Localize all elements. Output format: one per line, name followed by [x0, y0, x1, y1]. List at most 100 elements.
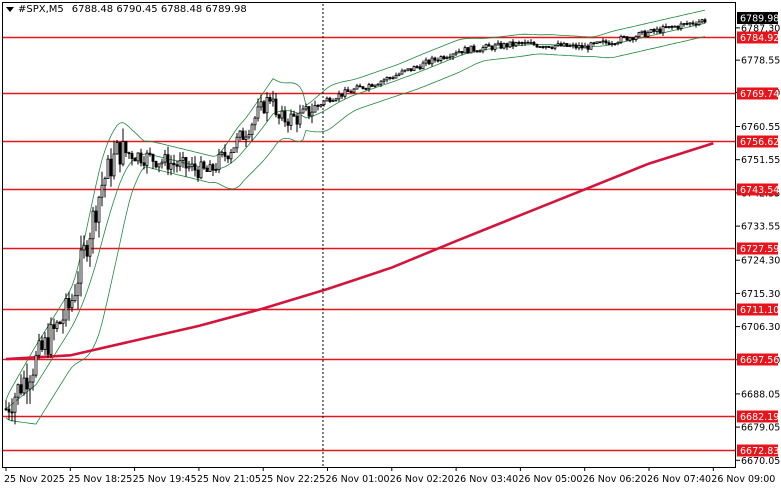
candle — [538, 46, 542, 48]
candle — [532, 40, 536, 46]
candle — [424, 57, 428, 67]
candle — [64, 293, 68, 327]
candle — [700, 18, 704, 24]
candle — [649, 28, 653, 33]
candle — [460, 51, 464, 56]
candle — [247, 129, 251, 140]
candle — [121, 128, 125, 167]
candle — [697, 19, 701, 26]
moving-average — [5, 142, 714, 361]
price-tick-label: 6688.05 — [741, 389, 780, 400]
candle — [451, 53, 455, 60]
candle — [667, 26, 671, 29]
level-price-label: 6743.54 — [740, 185, 779, 196]
candle — [127, 151, 131, 159]
candle — [208, 160, 212, 172]
candle — [622, 35, 626, 38]
candle — [664, 23, 668, 29]
time-tick-label: 26 Nov 09:00 — [711, 474, 775, 485]
candle — [88, 232, 92, 267]
candle — [487, 42, 491, 47]
candle — [106, 155, 110, 180]
price-tick-label: 6715.30 — [741, 289, 780, 300]
candle — [46, 323, 50, 359]
candle — [319, 103, 323, 108]
candle — [325, 96, 329, 102]
time-tick-label: 26 Nov 02:20 — [390, 474, 454, 485]
candle — [202, 160, 206, 170]
price-tick-label: 6787.30 — [741, 23, 780, 34]
candle — [412, 65, 416, 72]
candle — [409, 68, 413, 73]
candle — [526, 40, 530, 44]
price-tick-label: 6733.55 — [741, 222, 780, 233]
candle — [310, 103, 314, 124]
level-price-label: 6682.19 — [740, 412, 779, 423]
candle — [652, 28, 656, 35]
candle — [40, 335, 44, 352]
candle — [361, 86, 365, 90]
candle — [679, 21, 683, 31]
candle — [514, 41, 518, 47]
candle — [289, 109, 293, 131]
candle — [346, 86, 350, 92]
time-tick-label: 26 Nov 03:40 — [454, 474, 518, 485]
candle — [376, 83, 380, 86]
time-axis[interactable]: 25 Nov 2025 25 Nov 18:25 25 Nov 19:45 25 No… — [4, 467, 775, 485]
candle — [691, 20, 695, 26]
bollinger-bands — [5, 9, 706, 425]
candle — [67, 291, 71, 321]
candle — [685, 20, 689, 26]
candle — [589, 41, 593, 50]
time-tick-label: 25 Nov 22:25 — [261, 474, 325, 485]
time-tick-label: 26 Nov 01:00 — [326, 474, 390, 485]
candle — [607, 40, 611, 46]
candle — [232, 147, 236, 154]
candle — [634, 35, 638, 42]
candle — [367, 82, 371, 92]
candle — [19, 374, 23, 396]
level-price-tag: 6756.62 — [737, 135, 779, 148]
candle — [112, 140, 116, 180]
candle — [262, 99, 266, 115]
candle — [37, 333, 41, 359]
candle — [178, 152, 182, 172]
candle — [418, 64, 422, 71]
candle — [673, 25, 677, 28]
candle — [160, 158, 164, 169]
candle — [502, 42, 506, 50]
candle — [22, 370, 26, 396]
price-tick-label: 6724.30 — [741, 256, 780, 267]
level-price-label: 6784.92 — [740, 33, 779, 44]
candle — [658, 26, 662, 34]
level-price-tag: 6672.83 — [737, 444, 779, 457]
candle — [241, 127, 245, 140]
candle — [370, 83, 374, 87]
candle — [580, 42, 584, 51]
candle — [520, 41, 524, 47]
candle — [613, 42, 617, 46]
candle — [403, 69, 407, 73]
band-lower-line — [5, 36, 706, 425]
candle — [322, 100, 326, 107]
price-tick-label: 6778.55 — [741, 56, 780, 67]
candle — [103, 176, 107, 198]
price-tick-label: 6751.55 — [741, 155, 780, 166]
candle — [595, 41, 599, 45]
price-tags: 6784.92 6769.74 6756.62 6743.54 6727.59 6711.… — [737, 11, 779, 457]
candle — [349, 89, 353, 93]
candle — [226, 154, 230, 164]
candle — [703, 18, 707, 24]
moving-average-line[interactable] — [5, 142, 714, 361]
candle — [391, 75, 395, 80]
candle — [586, 43, 590, 53]
dropdown-arrow-icon[interactable] — [6, 6, 14, 12]
candle — [49, 317, 53, 359]
candle — [592, 41, 596, 46]
current-price-label: 6789.98 — [740, 13, 779, 24]
candle — [187, 160, 191, 172]
candle — [565, 43, 569, 47]
candle — [382, 78, 386, 85]
